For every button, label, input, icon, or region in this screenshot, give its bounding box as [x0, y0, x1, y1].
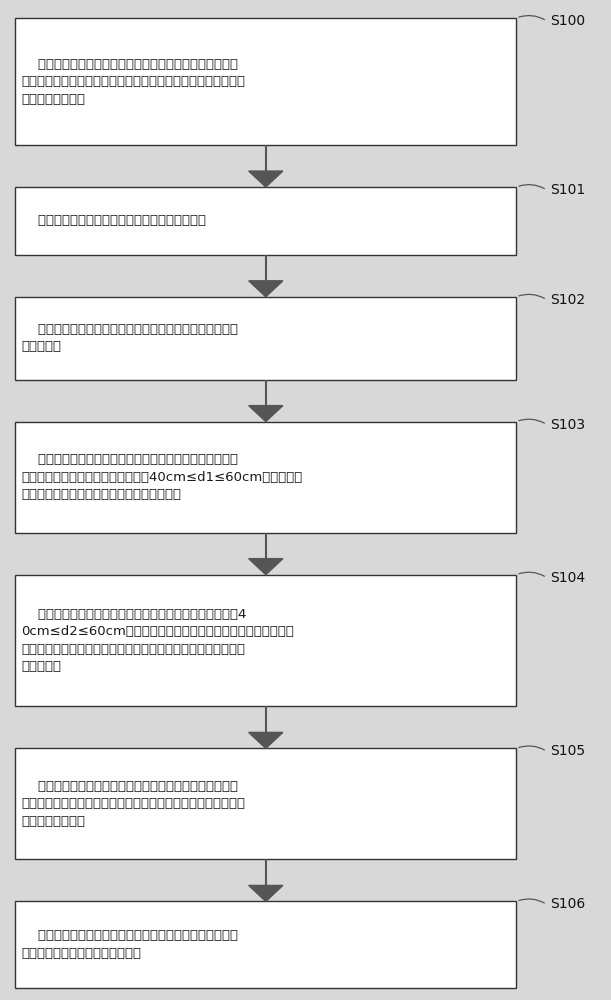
FancyBboxPatch shape: [15, 18, 516, 145]
Text: 将辅助拉绳与附着式升降脚手架连接的一端松开，并将牛
腿与第二楼层板通过固定件相固定: 将辅助拉绳与附着式升降脚手架连接的一端松开，并将牛 腿与第二楼层板通过固定件相固…: [21, 929, 238, 960]
Text: S106: S106: [550, 897, 585, 911]
Polygon shape: [249, 885, 283, 901]
Text: 卸料平台在辅助拉绳的拉动下随附着式升降脚手架爬升，
直至卸料平台高于第一楼层板的距离40cm≤d1≤60cm，附着式升
降脚手架停止爬升，将牛腿从卸料平台上拆除: 卸料平台在辅助拉绳的拉动下随附着式升降脚手架爬升， 直至卸料平台高于第一楼层板的…: [21, 453, 302, 501]
Text: 卸料平台继续爬升，直至卸料平台高于第二楼层板的距离4
0cm≤d2≤60cm，将牛腿与卸料平台可拆卸式固定连接，同时将
并将受力绳及安全绳与第三楼层板连接的一端: 卸料平台继续爬升，直至卸料平台高于第二楼层板的距离4 0cm≤d2≤60cm，将…: [21, 608, 295, 673]
Text: S101: S101: [550, 183, 585, 197]
Polygon shape: [249, 406, 283, 422]
Polygon shape: [249, 732, 283, 748]
FancyBboxPatch shape: [15, 575, 516, 706]
Text: S105: S105: [550, 744, 585, 758]
Text: S102: S102: [550, 293, 585, 307]
Text: S100: S100: [550, 14, 585, 28]
FancyBboxPatch shape: [15, 901, 516, 988]
Polygon shape: [249, 281, 283, 297]
Text: S104: S104: [550, 571, 585, 585]
Polygon shape: [249, 559, 283, 575]
Polygon shape: [249, 171, 283, 187]
Text: 拆卸牛腿与第一楼层板之间的固定件，并清除卸料平台上
的所有荷载: 拆卸牛腿与第一楼层板之间的固定件，并清除卸料平台上 的所有荷载: [21, 323, 238, 353]
FancyBboxPatch shape: [15, 187, 516, 255]
FancyBboxPatch shape: [15, 297, 516, 380]
Text: 将辅助拉绳的一端与附着式升降脚手架固定连接: 将辅助拉绳的一端与附着式升降脚手架固定连接: [21, 214, 207, 227]
Text: 卸料平台随附着式升降脚手架下降，直至牛腿与第二楼层
板相抵，并调整受力绳与安全绳的松紧、使得受力绳张紧受力，
安全绳松弛不受力: 卸料平台随附着式升降脚手架下降，直至牛腿与第二楼层 板相抵，并调整受力绳与安全绳…: [21, 780, 246, 828]
Text: S103: S103: [550, 418, 585, 432]
FancyBboxPatch shape: [15, 748, 516, 859]
FancyBboxPatch shape: [15, 422, 516, 533]
Text: 在第三楼层板及第四楼层板的外壁上分别预埋拉环，在第
一楼层板、第二楼层板、第三楼层板及第四楼层板的楼面混凝土
内分别预埋固定件: 在第三楼层板及第四楼层板的外壁上分别预埋拉环，在第 一楼层板、第二楼层板、第三楼…: [21, 58, 246, 106]
